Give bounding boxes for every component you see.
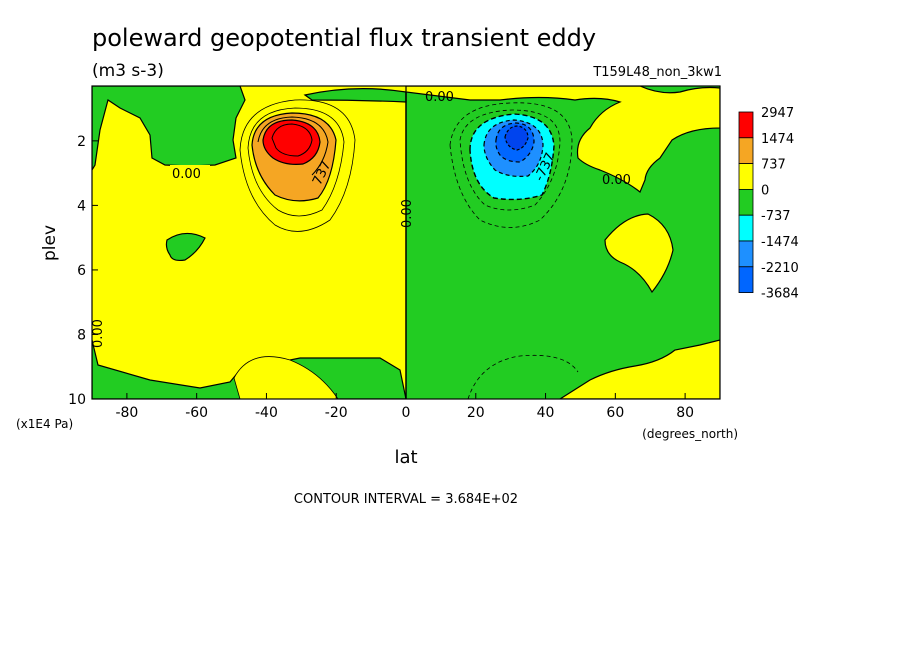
x-tick-label: -80	[115, 405, 138, 421]
legend-swatch	[738, 240, 754, 268]
yellow-patch-bottom-right	[558, 339, 720, 399]
y-tick-label: 4	[77, 198, 86, 214]
legend-swatch	[738, 111, 754, 139]
y-tick-label: 6	[77, 263, 86, 279]
plot-area	[92, 86, 720, 399]
colorbar-legend: 2947 1474 737 0 -737 -1474 -2210 -3684	[738, 106, 799, 302]
green-patch-mid-left	[165, 232, 206, 262]
legend-level-label: 0	[761, 183, 769, 198]
x-axis: -80 -60 -40 -20 0 20 40 60 80	[115, 393, 694, 421]
neg-contour-bottom	[467, 355, 579, 399]
x-tick-label: 60	[606, 405, 624, 421]
legend-level-label: -3684	[761, 287, 799, 302]
x-axis-label: lat	[394, 447, 417, 468]
neg-contour-2	[459, 109, 561, 211]
legend-level-label: 737	[761, 158, 786, 173]
contour-label-zero: 0.00	[400, 199, 415, 228]
legend-level-label: -1474	[761, 235, 799, 250]
x-tick-label: 0	[402, 405, 411, 421]
y-axis-units: (x1E4 Pa)	[16, 417, 73, 431]
pos-contour-outer	[239, 99, 356, 232]
yellow-patch-mid-right	[604, 213, 674, 294]
x-tick-label: 20	[467, 405, 485, 421]
contour-label-bg	[170, 165, 210, 179]
y-axis-label: plev	[40, 225, 60, 261]
pos-red-region	[262, 119, 321, 165]
contour-label-zero: 0.00	[602, 173, 631, 188]
neg-deepblue-core	[504, 125, 529, 151]
x-axis-units: (degrees_north)	[642, 427, 738, 441]
contour-label-zero: 0.00	[425, 90, 454, 105]
legend-level-label: 1474	[761, 132, 794, 147]
legend-level-label: -737	[761, 209, 791, 224]
legend-swatch	[738, 163, 754, 190]
x-tick-label: -40	[255, 405, 278, 421]
y-axis: 2 4 6 8 10	[68, 134, 98, 408]
x-tick-label: -20	[325, 405, 348, 421]
yellow-patch-top-right	[405, 86, 720, 193]
x-tick-label: -60	[185, 405, 208, 421]
run-label: T159L48_non_3kw1	[592, 65, 722, 80]
pos-contour-2	[247, 107, 345, 217]
neg-contour-outer	[449, 102, 573, 228]
pos-contour-3	[257, 116, 329, 176]
legend-swatch	[738, 137, 754, 165]
contour-label-zero: 0.00	[172, 167, 201, 182]
y-tick-label: 8	[77, 327, 86, 343]
legend-swatch	[738, 188, 754, 216]
y-tick-label: 10	[68, 392, 86, 408]
legend-level-label: 2947	[761, 106, 794, 121]
legend-swatch	[738, 214, 754, 242]
legend-level-label: -2210	[761, 261, 799, 276]
contour-interval: CONTOUR INTERVAL = 3.684E+02	[294, 492, 518, 507]
yellow-patch-bottom-left	[233, 356, 339, 399]
positive-region-west	[92, 86, 406, 399]
pos-red-inner-contour	[271, 123, 313, 157]
green-patch-top-left	[92, 86, 246, 172]
chart-units: (m3 s-3)	[92, 61, 164, 81]
legend-swatch	[738, 266, 754, 293]
x-tick-label: 40	[537, 405, 555, 421]
contour-label-zero: 0.00	[91, 319, 106, 348]
y-tick-label: 2	[77, 134, 86, 150]
x-tick-label: 80	[676, 405, 694, 421]
chart-title: poleward geopotential flux transient edd…	[92, 24, 596, 52]
